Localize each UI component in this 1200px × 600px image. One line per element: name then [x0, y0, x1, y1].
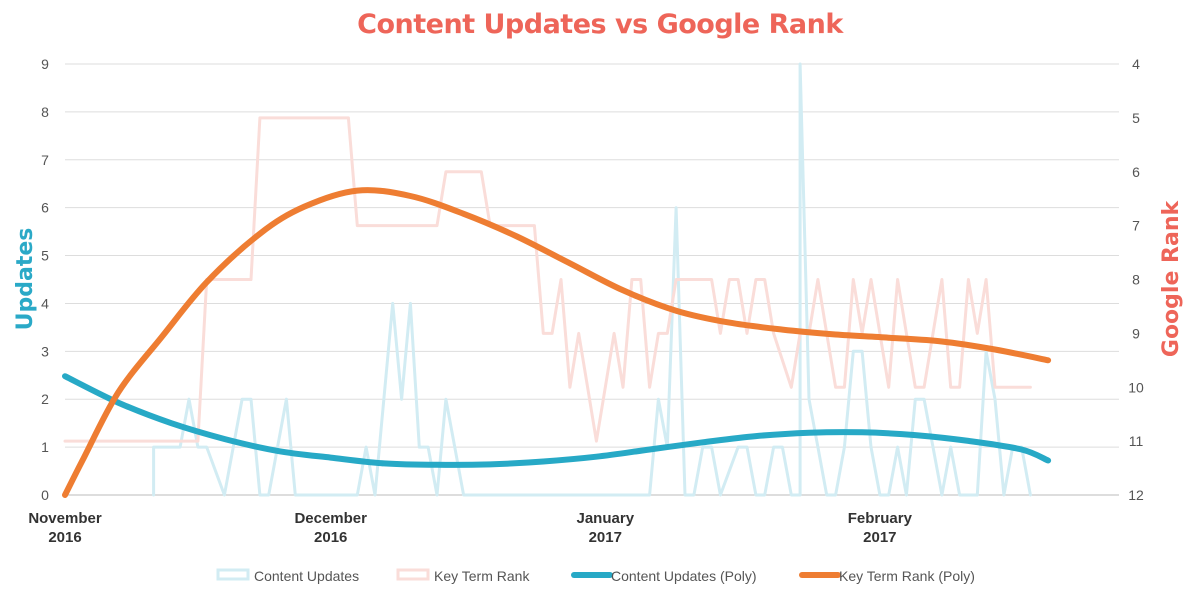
y2-tick-label: 8 [1132, 272, 1140, 288]
y-axis-title: Updates [13, 228, 38, 331]
y2-tick-label: 7 [1132, 218, 1140, 234]
series-layer [62, 62, 1052, 498]
x-tick-label: 2016 [48, 529, 81, 546]
legend-label: Key Term Rank (Poly) [839, 568, 975, 584]
legend-swatch [216, 568, 250, 581]
y2-tick-label: 4 [1132, 56, 1140, 72]
y2-tick-label: 6 [1132, 164, 1140, 180]
y-tick-label: 8 [41, 104, 49, 120]
y2-tick-label: 10 [1128, 379, 1144, 395]
y-tick-label: 2 [41, 391, 49, 407]
legend-label: Key Term Rank [434, 568, 530, 584]
x-tick-label: 2017 [863, 529, 896, 546]
chart-title: Content Updates vs Google Rank [357, 9, 844, 40]
x-tick-label: 2016 [314, 529, 347, 546]
y2-axis-title: Google Rank [1159, 200, 1184, 358]
y2-tick-label: 5 [1132, 110, 1140, 126]
y-tick-label: 7 [41, 152, 49, 168]
series-line-key-term-rank-poly [62, 187, 1052, 498]
legend-label: Content Updates (Poly) [611, 568, 757, 584]
y-tick-label: 9 [41, 56, 49, 72]
x-tick-label: 2017 [589, 529, 622, 546]
y-tick-label: 6 [41, 200, 49, 216]
x-tick-label: January [577, 510, 635, 527]
legend-swatch [396, 568, 430, 581]
y2-tick-label: 9 [1132, 325, 1140, 341]
series-line-content-updates [152, 62, 1032, 497]
x-tick-label: December [294, 510, 367, 527]
legend: Content Updates Key Term Rank Content Upda… [216, 568, 975, 584]
y-tick-label: 1 [41, 439, 49, 455]
y-tick-label: 4 [41, 295, 49, 311]
y-tick-label: 0 [41, 487, 49, 503]
legend-label: Content Updates [254, 568, 359, 584]
series-line-content-updates-poly [62, 373, 1052, 468]
y-tick-label: 3 [41, 343, 49, 359]
y2-tick-label: 12 [1128, 487, 1144, 503]
x-tick-label: November [28, 510, 102, 527]
y-tick-label: 5 [41, 248, 49, 264]
x-tick-label: February [848, 510, 913, 527]
y2-tick-label: 11 [1129, 433, 1144, 449]
